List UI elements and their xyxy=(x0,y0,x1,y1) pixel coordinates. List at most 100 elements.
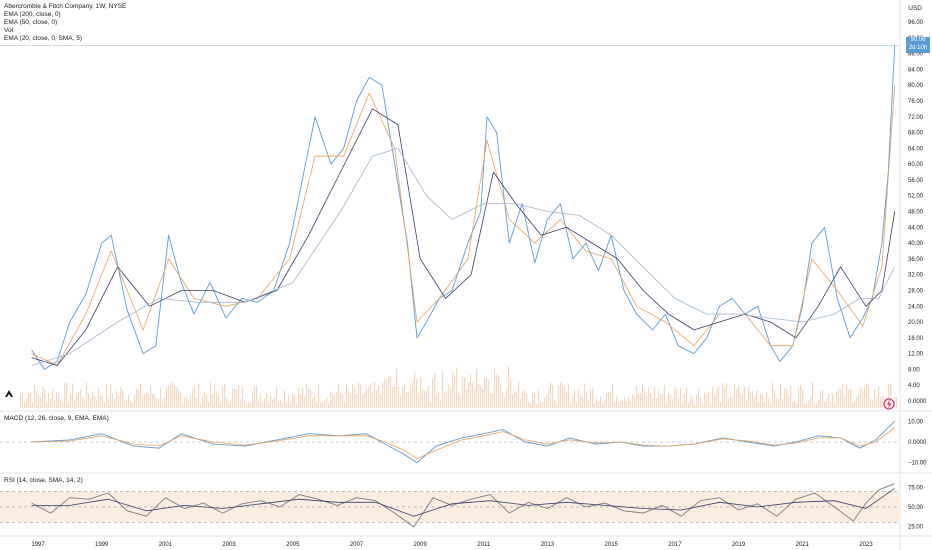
volume-bar xyxy=(92,391,94,408)
volume-bar xyxy=(412,381,414,408)
volume-bar xyxy=(150,385,152,408)
macd-legend[interactable]: MACD (12, 26, close, 9, EMA, EMA) xyxy=(4,415,109,422)
volume-bar xyxy=(20,393,22,408)
volume-bar xyxy=(796,403,798,408)
volume-bar xyxy=(226,398,228,408)
volume-bar xyxy=(340,392,342,408)
volume-bar xyxy=(302,387,304,408)
volume-bar xyxy=(544,397,546,408)
volume-bar xyxy=(314,396,316,408)
volume-bar xyxy=(30,392,32,408)
price-tick-label: 72.00 xyxy=(908,115,924,121)
currency-label[interactable]: USD xyxy=(908,5,922,12)
volume-bar xyxy=(78,391,80,408)
volume-bar xyxy=(426,390,428,408)
volume-bar xyxy=(756,390,758,408)
volume-bar xyxy=(344,401,346,408)
rsi-legend[interactable]: RSI (14, close, SMA, 14, 2) xyxy=(4,477,83,484)
volume-bar xyxy=(410,384,412,408)
tradingview-logo-icon xyxy=(5,390,13,397)
volume-bar xyxy=(686,387,688,408)
volume-bar xyxy=(574,390,576,408)
price-axis[interactable]: 96.0092.0088.0084.0080.0076.0072.0068.00… xyxy=(908,20,927,530)
volume-bar xyxy=(322,402,324,408)
volume-bar xyxy=(120,387,122,408)
volume-bar xyxy=(838,388,840,408)
volume-bar xyxy=(648,387,650,408)
volume-bar xyxy=(42,386,44,408)
time-tick-label: 2023 xyxy=(859,542,873,548)
volume-bar xyxy=(842,383,844,408)
tradingview-logo[interactable] xyxy=(5,390,13,397)
volume-bar xyxy=(52,389,54,408)
volume-bar xyxy=(84,400,86,408)
volume-bar xyxy=(668,393,670,408)
volume-bar xyxy=(654,386,656,408)
volume-bar xyxy=(116,390,118,408)
volume-bar xyxy=(726,383,728,408)
volume-bar xyxy=(802,389,804,408)
volume-bar xyxy=(528,401,530,408)
volume-bar xyxy=(320,402,322,408)
time-axis[interactable]: 1997 1999 2001 2003 2005 2007 2009 2011 2013 2015… xyxy=(31,542,873,548)
volume-bar xyxy=(826,398,828,408)
volume-bar xyxy=(768,398,770,408)
legend-ema50[interactable]: EMA (50, close, 0) xyxy=(4,19,58,26)
volume-bar xyxy=(408,391,410,408)
volume-bar xyxy=(610,392,612,408)
volume-bar xyxy=(812,382,814,408)
volume-bar xyxy=(198,382,200,408)
price-tick-label: 76.00 xyxy=(908,99,924,105)
legend-ema20[interactable]: EMA (20, close, 0, SMA, 5) xyxy=(4,35,83,42)
bar-countdown: 2d 10h xyxy=(908,44,928,51)
volume-bar xyxy=(858,392,860,408)
symbol-title[interactable]: Abercrombie & Fitch Company, 1W, NYSE xyxy=(4,3,127,10)
volume-bar xyxy=(496,374,498,408)
volume-bar xyxy=(794,401,796,408)
volume-bar xyxy=(728,398,730,408)
volume-bar xyxy=(308,388,310,408)
volume-bar xyxy=(576,402,578,408)
price-tick-label: 36.00 xyxy=(908,257,924,263)
volume-bar xyxy=(32,402,34,408)
legend-ema200[interactable]: EMA (200, close, 0) xyxy=(4,11,61,18)
volume-bar xyxy=(178,389,180,408)
volume-bar xyxy=(738,384,740,408)
volume-bar xyxy=(190,395,192,408)
time-tick-label: 2007 xyxy=(350,542,364,548)
volume-bar xyxy=(476,369,478,408)
volume-bar xyxy=(558,385,560,408)
volume-bar xyxy=(824,401,826,408)
volume-bar xyxy=(606,393,608,408)
volume-bar xyxy=(458,393,460,408)
volume-bar xyxy=(798,387,800,408)
volume-bar xyxy=(194,387,196,408)
volume-bar xyxy=(742,395,744,408)
volume-bar xyxy=(834,403,836,408)
volume-bar xyxy=(358,382,360,408)
legend-vol[interactable]: Vol xyxy=(4,27,14,34)
volume-bar xyxy=(550,382,552,408)
time-tick-label: 2001 xyxy=(159,542,173,548)
lightning-icon[interactable] xyxy=(883,398,895,410)
volume-bar xyxy=(240,398,242,408)
volume-bar xyxy=(280,400,282,408)
volume-bar xyxy=(156,398,158,408)
volume-bar xyxy=(202,396,204,408)
volume-bar xyxy=(670,394,672,408)
price-series xyxy=(31,45,896,370)
volume-bar xyxy=(894,397,896,408)
rsi-tick-label: 75.00 xyxy=(908,486,924,492)
volume-bar xyxy=(134,394,136,408)
volume-bar xyxy=(830,401,832,408)
volume-bar xyxy=(530,403,532,408)
volume-bar xyxy=(774,390,776,408)
volume-bar xyxy=(244,400,246,408)
volume-bar xyxy=(184,396,186,408)
volume-bar xyxy=(864,387,866,408)
volume-bar xyxy=(888,383,890,408)
volume-bar xyxy=(66,382,68,408)
volume-bar xyxy=(132,402,134,408)
volume-bar xyxy=(526,393,528,408)
